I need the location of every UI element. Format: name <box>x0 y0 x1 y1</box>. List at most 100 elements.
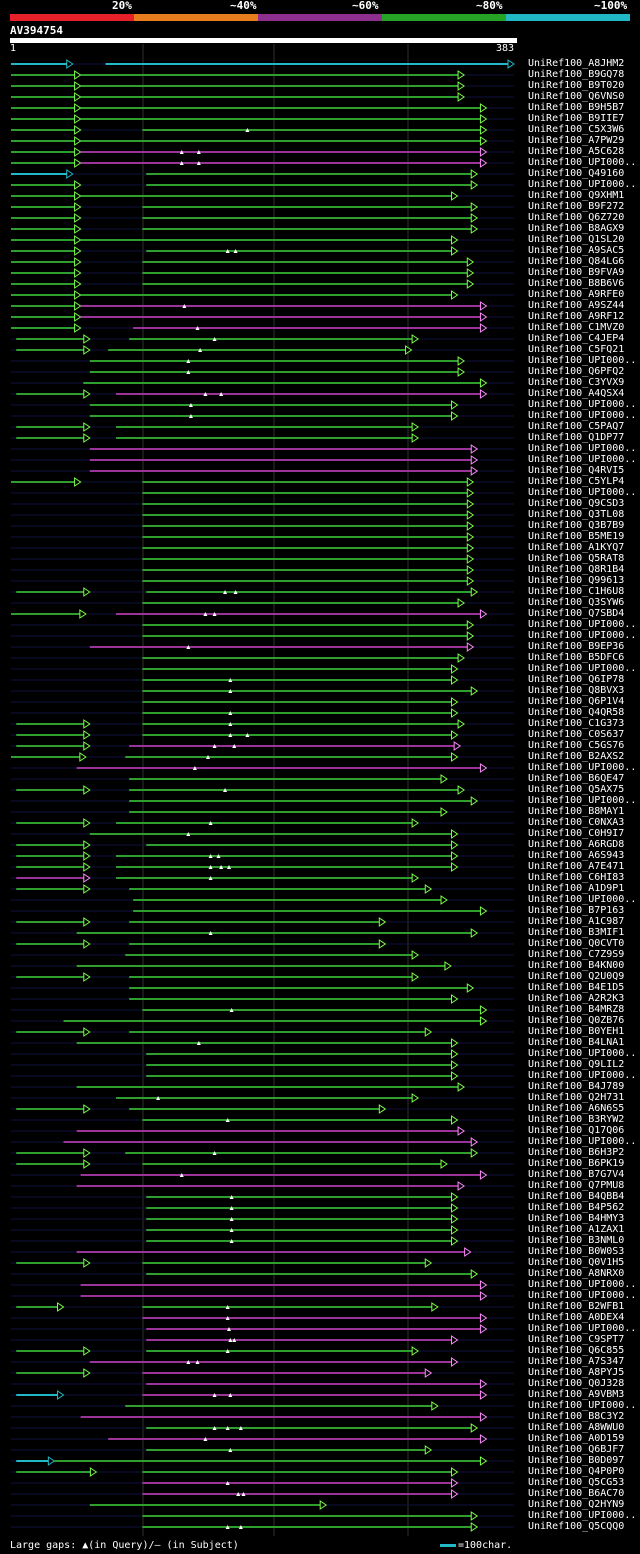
hit-label[interactable]: UniRef100_B5ME19 <box>528 531 625 542</box>
hit-label[interactable]: UniRef100_UPI000.. <box>528 443 637 454</box>
hit-label[interactable]: UniRef100_Q2U0Q9 <box>528 971 625 982</box>
hit-label[interactable]: UniRef100_C0NXA3 <box>528 817 625 828</box>
hit-label[interactable]: UniRef100_C9SPT7 <box>528 1334 625 1345</box>
hit-label[interactable]: UniRef100_C4JEP4 <box>528 333 625 344</box>
hit-label[interactable]: UniRef100_B3NML0 <box>528 1235 625 1246</box>
hit-label[interactable]: UniRef100_Q1SL20 <box>528 234 625 245</box>
hit-label[interactable]: UniRef100_A8WWU0 <box>528 1422 625 1433</box>
hit-label[interactable]: UniRef100_Q49160 <box>528 168 625 179</box>
hit-label[interactable]: UniRef100_B6PK19 <box>528 1158 625 1169</box>
hit-label[interactable]: UniRef100_C0S637 <box>528 729 625 740</box>
hit-label[interactable]: UniRef100_Q3B7B9 <box>528 520 625 531</box>
hit-label[interactable]: UniRef100_UPI000.. <box>528 454 637 465</box>
hit-label[interactable]: UniRef100_UPI000.. <box>528 663 637 674</box>
hit-label[interactable]: UniRef100_Q7PMU8 <box>528 1180 625 1191</box>
hit-label[interactable]: UniRef100_A6S943 <box>528 850 625 861</box>
hit-label[interactable]: UniRef100_UPI000.. <box>528 762 637 773</box>
hit-label[interactable]: UniRef100_UPI000.. <box>528 1400 637 1411</box>
hit-label[interactable]: UniRef100_UPI000.. <box>528 179 637 190</box>
hit-label[interactable]: UniRef100_UPI000.. <box>528 1136 637 1147</box>
hit-label[interactable]: UniRef100_A9RF12 <box>528 311 625 322</box>
hit-label[interactable]: UniRef100_B9T020 <box>528 80 625 91</box>
hit-label[interactable]: UniRef100_B8MAY1 <box>528 806 625 817</box>
hit-label[interactable]: UniRef100_Q9XHM1 <box>528 190 625 201</box>
hit-label[interactable]: UniRef100_UPI000.. <box>528 410 637 421</box>
hit-label[interactable]: UniRef100_A2R2K3 <box>528 993 625 1004</box>
hit-label[interactable]: UniRef100_A8PYJ5 <box>528 1367 625 1378</box>
hit-label[interactable]: UniRef100_Q5CG53 <box>528 1477 625 1488</box>
hit-label[interactable]: UniRef100_UPI000.. <box>528 355 637 366</box>
hit-label[interactable]: UniRef100_Q7SBD4 <box>528 608 625 619</box>
hit-label[interactable]: UniRef100_Q2H731 <box>528 1092 625 1103</box>
hit-label[interactable]: UniRef100_A9VBM3 <box>528 1389 625 1400</box>
hit-label[interactable]: UniRef100_A7E471 <box>528 861 625 872</box>
hit-label[interactable]: UniRef100_A1C987 <box>528 916 625 927</box>
hit-label[interactable]: UniRef100_A8NRX0 <box>528 1268 625 1279</box>
hit-label[interactable]: UniRef100_C3YVX9 <box>528 377 625 388</box>
hit-label[interactable]: UniRef100_UPI000.. <box>528 894 637 905</box>
hit-label[interactable]: UniRef100_C0H9I7 <box>528 828 625 839</box>
hit-label[interactable]: UniRef100_Q6Z720 <box>528 212 625 223</box>
hit-label[interactable]: UniRef100_C1G373 <box>528 718 625 729</box>
hit-label[interactable]: UniRef100_B9F272 <box>528 201 625 212</box>
hit-label[interactable]: UniRef100_Q6PFQ2 <box>528 366 625 377</box>
hit-label[interactable]: UniRef100_A7PW29 <box>528 135 625 146</box>
hit-label[interactable]: UniRef100_B9H5B7 <box>528 102 625 113</box>
hit-label[interactable]: UniRef100_UPI000.. <box>528 1070 637 1081</box>
hit-label[interactable]: UniRef100_A5C628 <box>528 146 625 157</box>
hit-label[interactable]: UniRef100_B9FVA9 <box>528 267 625 278</box>
hit-label[interactable]: UniRef100_Q99613 <box>528 575 625 586</box>
hit-label[interactable]: UniRef100_B8AGX9 <box>528 223 625 234</box>
hit-label[interactable]: UniRef100_Q2HYN9 <box>528 1499 625 1510</box>
hit-label[interactable]: UniRef100_UPI000.. <box>528 399 637 410</box>
hit-label[interactable]: UniRef100_A1KYQ7 <box>528 542 625 553</box>
hit-label[interactable]: UniRef100_B9GQ78 <box>528 69 625 80</box>
hit-label[interactable]: UniRef100_B8B6V6 <box>528 278 625 289</box>
hit-label[interactable]: UniRef100_B4J789 <box>528 1081 625 1092</box>
hit-label[interactable]: UniRef100_Q9LIL2 <box>528 1059 625 1070</box>
hit-label[interactable]: UniRef100_B4P562 <box>528 1202 625 1213</box>
hit-label[interactable]: UniRef100_B3MIF1 <box>528 927 625 938</box>
hit-label[interactable]: UniRef100_UPI000.. <box>528 157 637 168</box>
hit-label[interactable]: UniRef100_Q6IP78 <box>528 674 625 685</box>
hit-label[interactable]: UniRef100_B2WFB1 <box>528 1301 625 1312</box>
hit-label[interactable]: UniRef100_Q84LG6 <box>528 256 625 267</box>
hit-label[interactable]: UniRef100_B4QBB4 <box>528 1191 625 1202</box>
hit-label[interactable]: UniRef100_UPI000.. <box>528 1323 637 1334</box>
hit-label[interactable]: UniRef100_A9RFE0 <box>528 289 625 300</box>
hit-label[interactable]: UniRef100_Q5RAT8 <box>528 553 625 564</box>
hit-label[interactable]: UniRef100_Q5AX75 <box>528 784 625 795</box>
hit-label[interactable]: UniRef100_C5YLP4 <box>528 476 625 487</box>
hit-label[interactable]: UniRef100_Q4RVI5 <box>528 465 625 476</box>
hit-label[interactable]: UniRef100_A1ZAX1 <box>528 1224 625 1235</box>
hit-label[interactable]: UniRef100_Q6C855 <box>528 1345 625 1356</box>
hit-label[interactable]: UniRef100_UPI000.. <box>528 1279 637 1290</box>
hit-label[interactable]: UniRef100_A7S347 <box>528 1356 625 1367</box>
hit-label[interactable]: UniRef100_A0D159 <box>528 1433 625 1444</box>
hit-label[interactable]: UniRef100_C6HI83 <box>528 872 625 883</box>
hit-label[interactable]: UniRef100_B0YEH1 <box>528 1026 625 1037</box>
hit-label[interactable]: UniRef100_B5DFC6 <box>528 652 625 663</box>
hit-label[interactable]: UniRef100_B4KN00 <box>528 960 625 971</box>
hit-label[interactable]: UniRef100_Q6P1V4 <box>528 696 625 707</box>
hit-label[interactable]: UniRef100_B6AC70 <box>528 1488 625 1499</box>
hit-label[interactable]: UniRef100_C5GS76 <box>528 740 625 751</box>
hit-label[interactable]: UniRef100_UPI000.. <box>528 487 637 498</box>
hit-label[interactable]: UniRef100_Q5CQQ0 <box>528 1521 625 1532</box>
hit-label[interactable]: UniRef100_Q6VNS0 <box>528 91 625 102</box>
hit-label[interactable]: UniRef100_B0W0S3 <box>528 1246 625 1257</box>
hit-label[interactable]: UniRef100_UPI000.. <box>528 630 637 641</box>
hit-label[interactable]: UniRef100_A4QSX4 <box>528 388 625 399</box>
hit-label[interactable]: UniRef100_Q3SYW6 <box>528 597 625 608</box>
hit-label[interactable]: UniRef100_B9IIE7 <box>528 113 625 124</box>
hit-label[interactable]: UniRef100_Q3TL08 <box>528 509 625 520</box>
hit-label[interactable]: UniRef100_A0DEX4 <box>528 1312 625 1323</box>
hit-label[interactable]: UniRef100_A1D9P1 <box>528 883 625 894</box>
hit-label[interactable]: UniRef100_UPI000.. <box>528 1290 637 1301</box>
hit-label[interactable]: UniRef100_B2AXS2 <box>528 751 625 762</box>
hit-label[interactable]: UniRef100_B4MRZ8 <box>528 1004 625 1015</box>
hit-label[interactable]: UniRef100_Q0CVT0 <box>528 938 625 949</box>
hit-label[interactable]: UniRef100_C5FQ21 <box>528 344 625 355</box>
hit-label[interactable]: UniRef100_C7Z9S9 <box>528 949 625 960</box>
hit-label[interactable]: UniRef100_A9SZ44 <box>528 300 625 311</box>
